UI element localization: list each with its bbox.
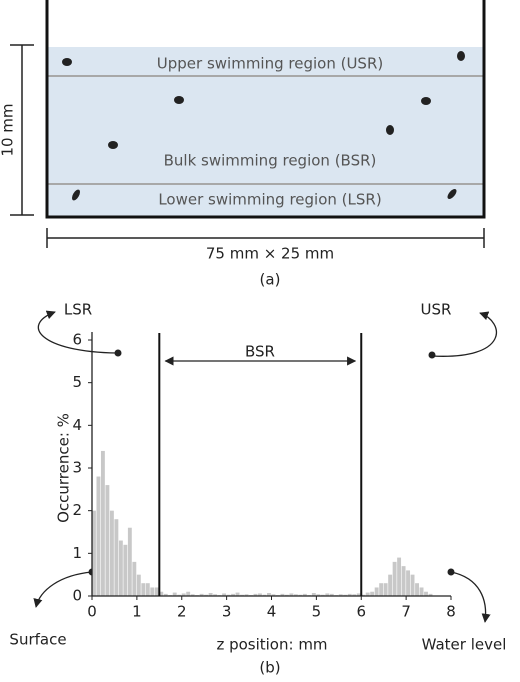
annotation: BSR	[245, 343, 275, 361]
bar	[289, 593, 294, 596]
tank	[45, 0, 486, 219]
bar	[392, 561, 397, 596]
x-tick-label: 6	[356, 603, 366, 621]
region-label: Upper swimming region (USR)	[157, 55, 383, 73]
bar	[356, 593, 361, 596]
bar	[154, 587, 159, 596]
bar	[401, 566, 406, 596]
bar	[374, 587, 379, 596]
bar	[92, 510, 96, 596]
caption: (a)	[260, 271, 281, 289]
x-tick-label: 8	[446, 603, 456, 621]
x-tick-label: 4	[267, 603, 277, 621]
bar	[136, 574, 141, 596]
annotation-arrows	[33, 310, 497, 623]
bar	[123, 544, 128, 596]
organisms	[62, 51, 465, 201]
bar	[105, 485, 110, 596]
size-label: 75 mm × 25 mm	[206, 245, 334, 263]
bar	[379, 583, 384, 596]
y-tick-label: 6	[72, 331, 82, 349]
bar	[186, 591, 191, 596]
y-tick-label: 0	[72, 587, 82, 605]
bar	[159, 591, 164, 596]
bar	[150, 587, 155, 596]
annotation: Surface	[9, 631, 66, 649]
bar	[415, 583, 419, 596]
bar	[100, 450, 105, 596]
y-tick-label: 5	[72, 373, 82, 391]
bar	[109, 510, 114, 596]
bar	[397, 557, 402, 596]
bar	[325, 593, 330, 596]
y-tick-label: 1	[72, 544, 82, 562]
y-axis-label: Occurrence: %	[55, 413, 73, 523]
bar	[172, 592, 177, 596]
bar	[258, 593, 262, 596]
bar	[163, 593, 168, 596]
bar	[383, 583, 388, 596]
bar	[428, 593, 433, 596]
bar	[271, 594, 276, 596]
annotation: USR	[421, 301, 452, 319]
y-tick-label: 2	[72, 501, 82, 519]
y-tick-label: 4	[72, 416, 82, 434]
bar	[267, 593, 271, 596]
bar	[419, 587, 424, 596]
annotation: Water level	[422, 636, 507, 654]
annotation-dots	[88, 349, 455, 576]
bar	[311, 593, 316, 596]
bar	[132, 561, 137, 596]
region-label: Lower swimming region (LSR)	[158, 191, 381, 209]
height-label: 10 mm	[0, 103, 17, 156]
x-tick-label: 1	[132, 603, 142, 621]
x-tick-label: 2	[177, 603, 187, 621]
dimension-lines	[10, 44, 485, 248]
bar	[329, 593, 334, 596]
bar	[424, 591, 428, 596]
bar	[406, 570, 411, 596]
bar	[114, 519, 119, 596]
x-tick-label: 5	[312, 603, 322, 621]
caption: (b)	[259, 659, 280, 677]
bar	[280, 593, 285, 596]
region-label: Bulk swimming region (BSR)	[164, 152, 377, 170]
bar	[302, 593, 307, 596]
bar	[338, 594, 343, 596]
bar	[222, 593, 227, 596]
bar	[208, 593, 213, 596]
x-axis-label: z position: mm	[216, 636, 327, 654]
bar	[118, 540, 123, 596]
x-tick-label: 3	[222, 603, 232, 621]
bar	[316, 594, 321, 596]
bar	[213, 594, 218, 596]
bar	[199, 593, 204, 596]
bar	[410, 574, 415, 596]
bar	[96, 476, 101, 596]
bar	[181, 593, 186, 596]
x-tick-label: 0	[87, 603, 97, 621]
bar	[190, 594, 195, 596]
bar	[365, 592, 370, 596]
bar	[231, 593, 235, 596]
annotation: LSR	[64, 301, 92, 319]
bar	[293, 594, 298, 596]
bar	[253, 593, 258, 596]
bar	[370, 591, 375, 596]
bar	[141, 583, 146, 596]
bar	[347, 593, 352, 596]
bar	[145, 583, 150, 596]
x-tick-label: 7	[401, 603, 411, 621]
bar	[235, 592, 240, 596]
bar	[244, 594, 249, 596]
bar	[388, 574, 393, 596]
bar	[127, 527, 132, 596]
bar	[352, 594, 357, 596]
y-tick-label: 3	[72, 459, 82, 477]
